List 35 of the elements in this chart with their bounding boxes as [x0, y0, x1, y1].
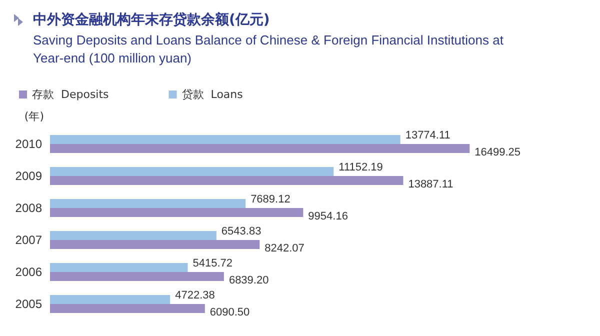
data-label: 4722.38: [175, 290, 215, 302]
y-tick-label: 2008: [15, 201, 42, 215]
bar: [50, 272, 224, 281]
bar: [50, 176, 404, 185]
data-label: 7689.12: [250, 194, 290, 206]
data-label: 6839.20: [228, 274, 269, 286]
bar: [50, 167, 334, 176]
bar: [50, 144, 470, 153]
chart-subtitle: Saving Deposits and Loans Balance of Chinese & Foreign Financial Institutions at Year-end (100 million yuan): [33, 32, 508, 66]
y-tick-label: 2010: [15, 137, 42, 151]
data-label: 13887.11: [408, 178, 454, 190]
bar: [50, 208, 304, 217]
data-label: 6543.83: [221, 226, 262, 238]
data-label: 16499.25: [474, 146, 521, 158]
legend-label: 存款 Deposits: [32, 88, 110, 101]
chart-title: 中外资金融机构年末存贷款余额(亿元): [33, 11, 270, 28]
y-tick-label: 2009: [15, 169, 42, 183]
y-axis-title: (年): [24, 110, 44, 123]
bar: [50, 199, 246, 208]
bar: [50, 295, 170, 304]
bar: [50, 240, 260, 249]
y-tick-label: 2005: [15, 297, 42, 311]
bar: [50, 231, 216, 240]
bar: [50, 263, 188, 272]
data-label: 8242.07: [264, 242, 304, 254]
bar: [50, 135, 400, 144]
y-tick-label: 2006: [15, 265, 42, 279]
y-tick-label: 2007: [15, 233, 42, 247]
data-label: 9954.16: [308, 210, 348, 222]
data-label: 5415.72: [192, 258, 233, 270]
legend-label: 贷款 Loans: [182, 88, 244, 101]
bar: [50, 304, 205, 313]
data-label: 11152.19: [338, 162, 383, 174]
data-label: 13774.11: [405, 130, 450, 142]
data-label: 6090.50: [210, 306, 250, 318]
